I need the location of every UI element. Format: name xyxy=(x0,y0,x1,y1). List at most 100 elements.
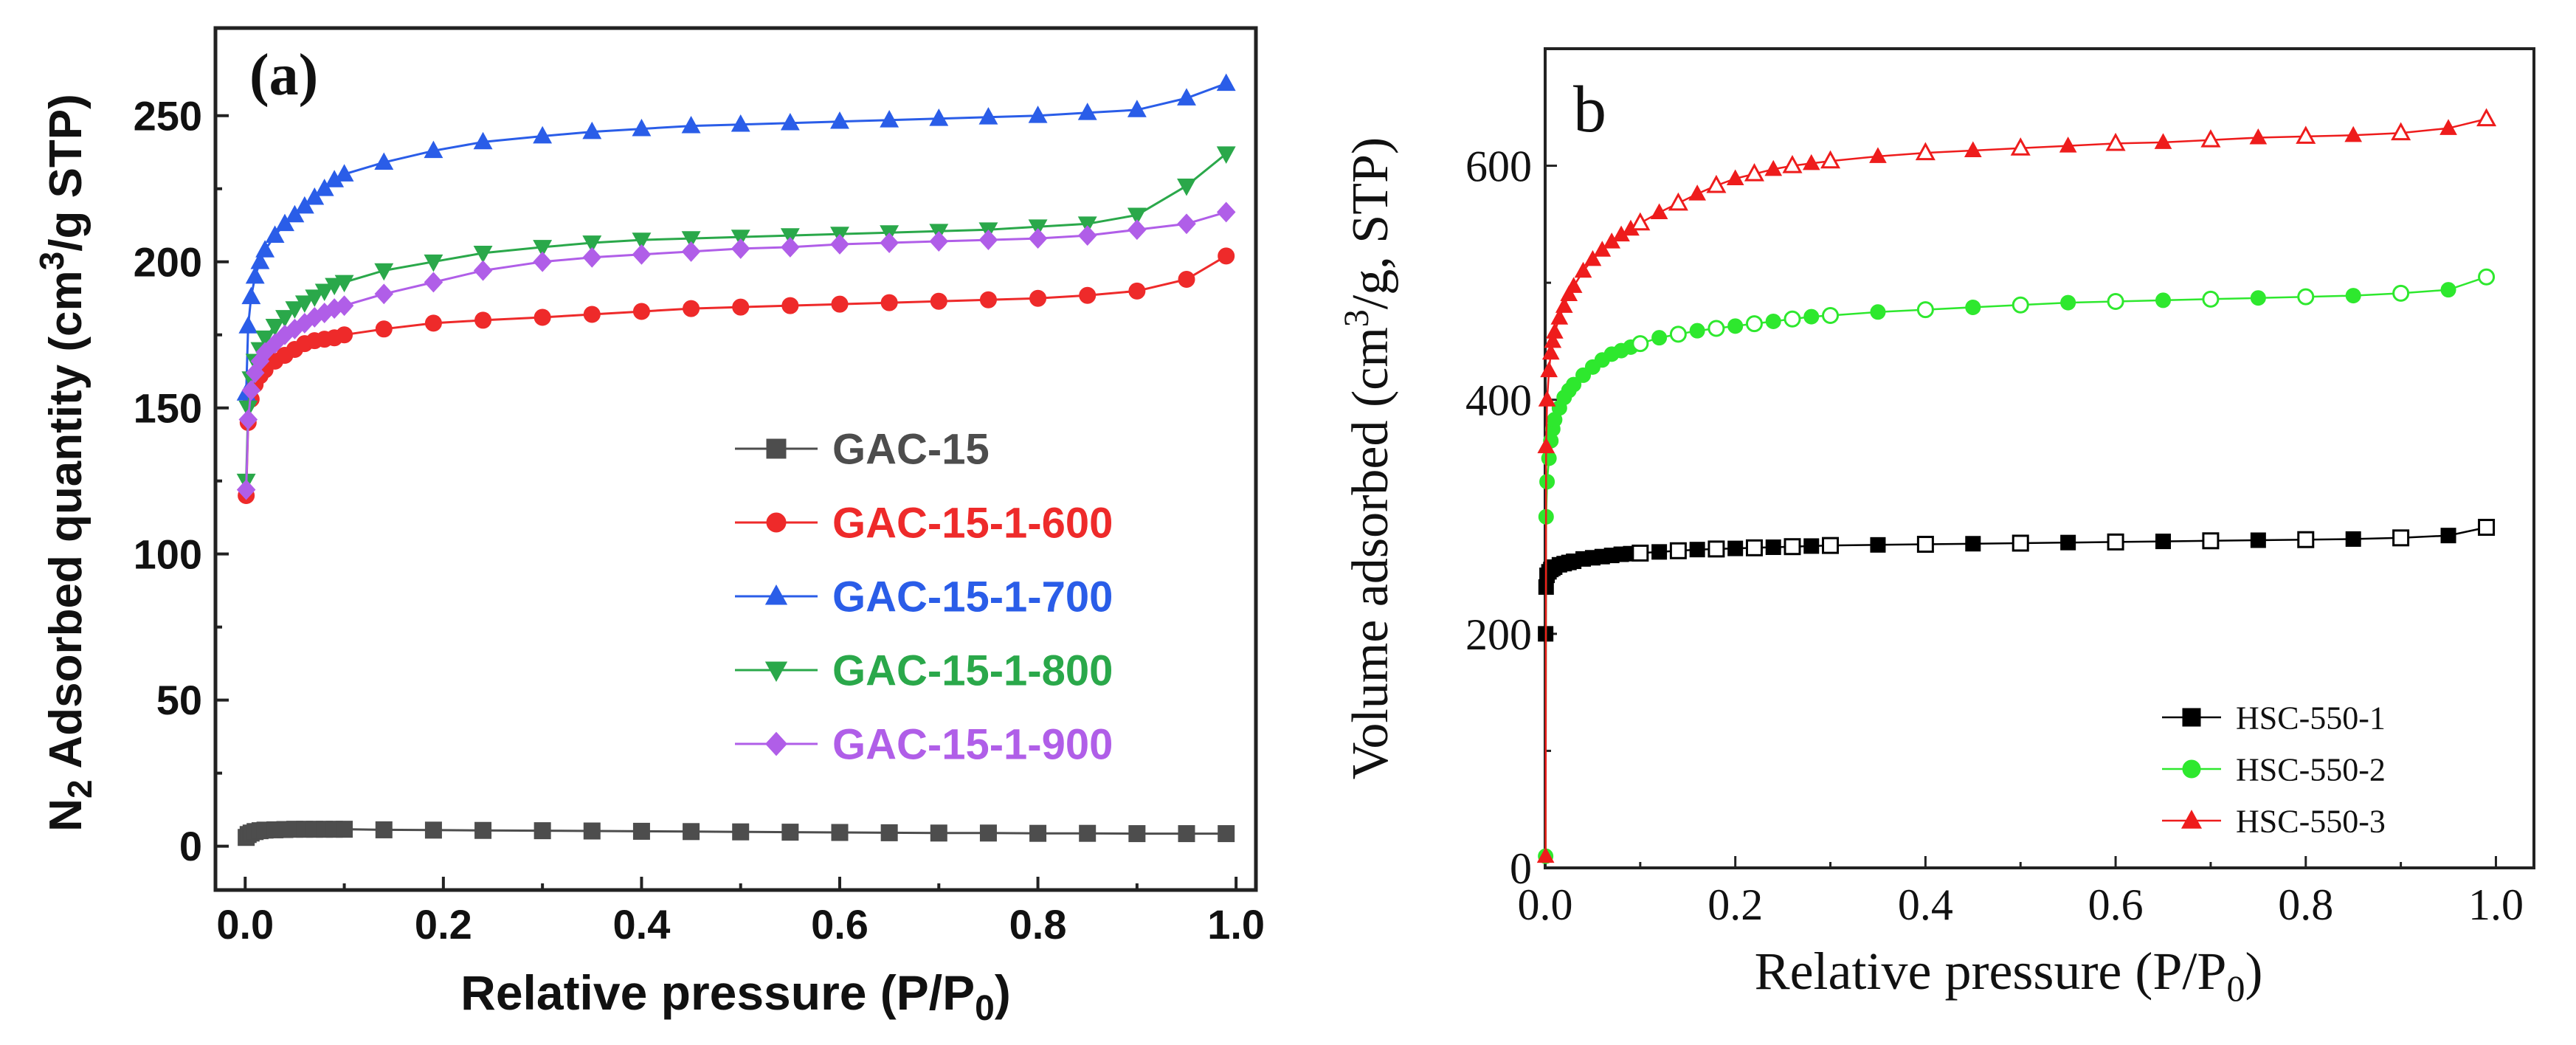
data-point xyxy=(1127,100,1147,117)
data-point xyxy=(1745,539,1763,556)
data-point xyxy=(334,164,354,182)
data-point xyxy=(1564,277,1583,293)
y-tick-label: 250 xyxy=(134,92,202,139)
data-point xyxy=(2297,531,2315,548)
data-point xyxy=(1178,825,1195,843)
x-tick-label: 0.2 xyxy=(1707,880,1763,929)
data-point xyxy=(1707,320,1725,337)
data-point xyxy=(334,275,354,293)
data-point xyxy=(1631,335,1649,353)
data-point xyxy=(1584,249,1602,266)
data-point xyxy=(583,306,601,323)
data-point xyxy=(2202,290,2220,308)
data-point xyxy=(1538,390,1556,407)
data-point xyxy=(2250,532,2266,548)
data-point xyxy=(474,821,492,839)
series-HSC-550-1 xyxy=(1538,519,2496,642)
data-point xyxy=(979,291,997,308)
y-tick-label: 600 xyxy=(1465,142,1532,191)
panel-b-legend: HSC-550-1 HSC-550-2 HSC-550-3 xyxy=(2162,700,2386,839)
legend-marker xyxy=(2182,759,2201,779)
data-point xyxy=(374,283,394,305)
data-point xyxy=(1079,286,1097,304)
data-point xyxy=(1803,308,1820,325)
data-point xyxy=(1822,307,1840,325)
data-point xyxy=(1177,213,1196,235)
data-point xyxy=(238,409,258,430)
data-point xyxy=(1765,313,1781,329)
panel-a-legend: GAC-15 GAC-15-1-600 GAC-15-1-700 GAC-15-1-8… xyxy=(735,425,1113,768)
data-point xyxy=(2296,125,2316,144)
data-point xyxy=(2012,296,2029,314)
data-point xyxy=(1765,539,1781,556)
data-point xyxy=(831,824,849,841)
data-point xyxy=(1218,825,1235,843)
data-point xyxy=(2154,133,2172,149)
data-point xyxy=(1965,536,1981,552)
legend-marker xyxy=(2182,708,2201,727)
panel-b-label: b xyxy=(1573,73,1606,146)
data-point xyxy=(1870,304,1886,320)
panel-a-label: (a) xyxy=(249,43,318,108)
data-point xyxy=(2200,129,2221,148)
data-point xyxy=(1689,542,1705,558)
data-point xyxy=(930,292,947,310)
legend-marker xyxy=(765,731,787,756)
legend-label: GAC-15-1-900 xyxy=(832,720,1113,768)
legend-label: GAC-15-1-700 xyxy=(832,573,1113,621)
data-point xyxy=(1915,142,1936,161)
legend-marker xyxy=(2180,810,2203,829)
data-point xyxy=(632,244,652,265)
x-tick-label: 1.0 xyxy=(1207,901,1265,948)
data-point xyxy=(294,295,314,313)
legend-entry-GAC-15: GAC-15 xyxy=(735,425,990,473)
data-point xyxy=(334,295,354,317)
series-GAC-15-1-900 xyxy=(236,201,1236,500)
data-point xyxy=(632,232,652,250)
data-point xyxy=(1869,147,1887,163)
data-point xyxy=(336,326,353,344)
data-point xyxy=(582,121,602,139)
legend-marker xyxy=(766,438,787,459)
y-tick-label: 150 xyxy=(134,384,202,431)
data-point xyxy=(880,294,898,311)
data-point xyxy=(265,319,285,337)
data-point xyxy=(731,238,750,259)
data-point xyxy=(2439,119,2457,135)
legend-label: GAC-15 xyxy=(832,425,990,473)
panel-a-y-ticks: 0 50 100 150 200 250 xyxy=(134,92,229,869)
data-point xyxy=(930,824,947,842)
series-GAC-15-1-700 xyxy=(236,73,1236,401)
legend-entry-GAC-15-1-600: GAC-15-1-600 xyxy=(735,499,1113,547)
data-point xyxy=(1764,159,1783,176)
legend-entry-HSC-550-1: HSC-550-1 xyxy=(2162,700,2386,736)
data-point xyxy=(929,108,949,126)
legend-marker xyxy=(764,584,788,605)
data-point xyxy=(424,254,443,272)
data-point xyxy=(1128,219,1147,241)
data-point xyxy=(474,311,492,329)
data-point xyxy=(1726,169,1744,186)
data-point xyxy=(929,231,949,252)
data-point xyxy=(1802,154,1820,170)
data-point xyxy=(1727,540,1744,556)
data-point xyxy=(731,114,750,132)
data-point xyxy=(681,115,701,134)
x-tick-label: 0.6 xyxy=(2088,880,2144,929)
data-point xyxy=(314,283,334,302)
data-point xyxy=(1651,544,1668,560)
data-point xyxy=(1669,325,1687,343)
data-point xyxy=(1964,141,1982,157)
legend-label: GAC-15-1-600 xyxy=(832,499,1113,547)
data-point xyxy=(2060,294,2076,311)
data-point xyxy=(880,824,898,841)
data-point xyxy=(1668,192,1688,211)
x-tick-label: 0.6 xyxy=(811,901,869,948)
series-GAC-15 xyxy=(238,821,1235,846)
data-point xyxy=(1555,297,1573,313)
data-point xyxy=(2202,532,2220,550)
data-point xyxy=(632,118,652,137)
data-point xyxy=(1916,536,1934,553)
data-point xyxy=(1650,203,1668,219)
data-point xyxy=(238,316,258,334)
